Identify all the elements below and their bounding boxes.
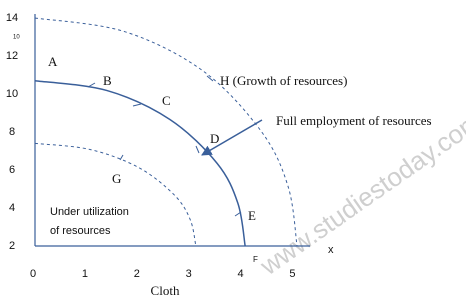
y-tick-label: 10	[6, 88, 18, 100]
curve-tick	[119, 154, 124, 161]
annotation: Full employment of resources	[276, 113, 432, 128]
annotation: Under utilization	[50, 206, 129, 218]
annotation: H (Growth of resources)	[220, 73, 347, 88]
x-tick-label: 3	[186, 268, 192, 280]
y-tick-label: 8	[9, 126, 15, 138]
x-tick-label: 4	[237, 268, 243, 280]
annotation: B	[103, 73, 112, 88]
x-tick-label: 0	[30, 268, 36, 280]
curve-tick	[87, 82, 96, 88]
annotation: E	[248, 208, 256, 223]
y-tick-label: 4	[9, 202, 15, 214]
annotation: D	[210, 131, 219, 146]
annotation: G	[112, 171, 121, 186]
curve-tick	[132, 103, 142, 107]
y-tick-label: 2	[9, 240, 15, 252]
y-tick-label: 6	[9, 164, 15, 176]
annotation: 10	[13, 35, 20, 41]
watermark: www.studiestoday.com	[254, 106, 466, 282]
x-tick-label: 2	[134, 268, 140, 280]
x-tick-label: 1	[82, 268, 88, 280]
y-tick-label: 12	[6, 50, 18, 62]
x-axis-end-label: x	[328, 244, 334, 256]
curve-tick	[234, 211, 242, 217]
annotation: of resources	[50, 225, 111, 237]
arrow	[201, 119, 263, 156]
annotation: F	[253, 255, 258, 264]
curve-tick	[195, 145, 200, 154]
x-tick-label: 5	[289, 268, 295, 280]
curve	[34, 142, 197, 247]
curve	[34, 17, 298, 247]
annotation: A	[48, 54, 58, 69]
curve-tick	[206, 75, 214, 82]
y-tick-label: 14	[6, 12, 18, 24]
x-axis-label: Cloth	[151, 283, 180, 298]
annotation: C	[162, 93, 171, 108]
curve	[34, 79, 246, 247]
